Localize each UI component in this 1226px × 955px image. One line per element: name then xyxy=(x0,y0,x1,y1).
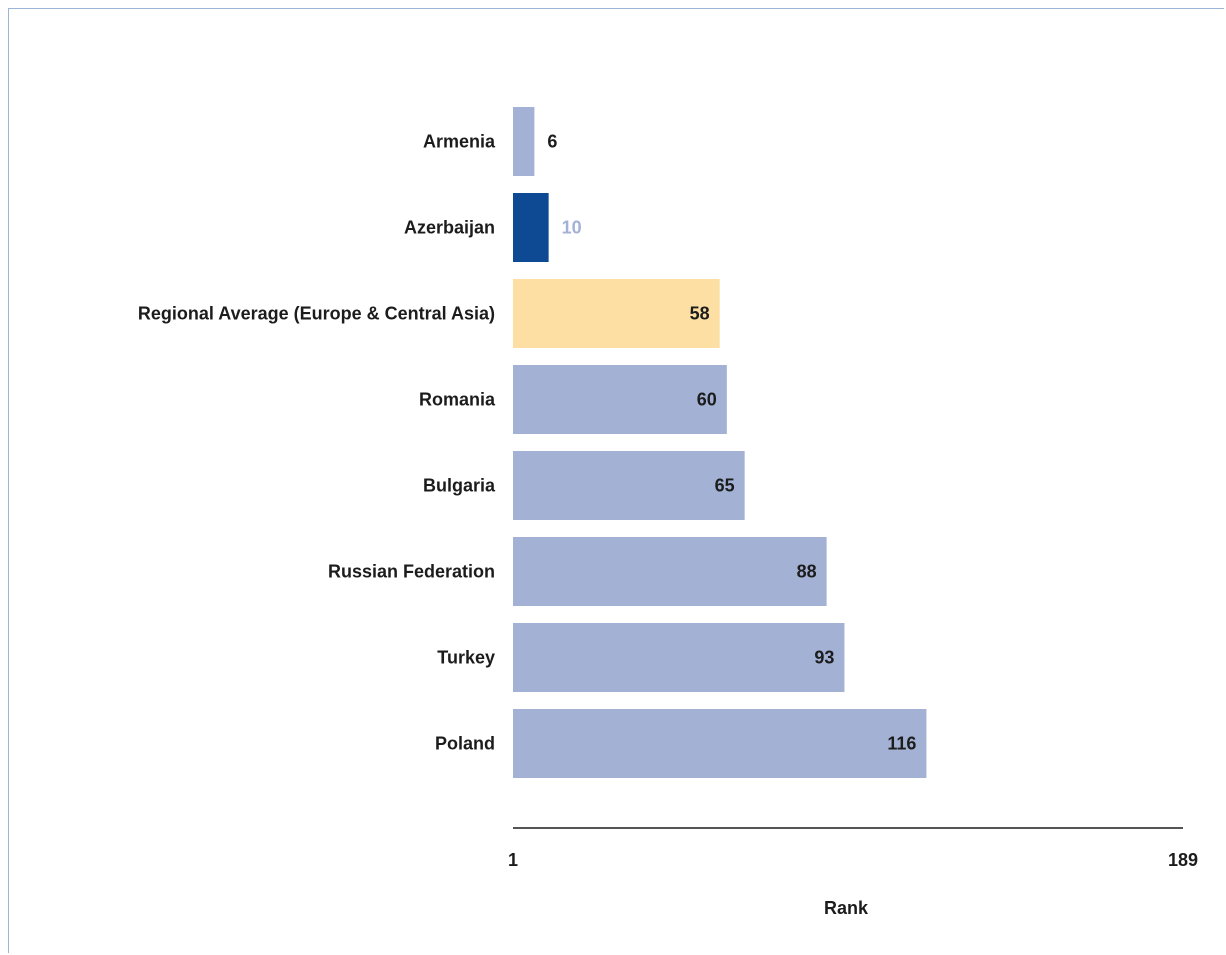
value-label-turkey: 93 xyxy=(814,648,834,668)
category-label-armenia: Armenia xyxy=(423,132,496,152)
category-label-regional-average-europe-central-asia: Regional Average (Europe & Central Asia) xyxy=(138,304,495,324)
bar-romania xyxy=(513,365,727,434)
value-label-romania: 60 xyxy=(697,390,717,410)
value-label-azerbaijan: 10 xyxy=(562,218,582,238)
bar-azerbaijan xyxy=(513,193,549,262)
category-label-bulgaria: Bulgaria xyxy=(423,476,496,496)
value-label-armenia: 6 xyxy=(547,132,557,152)
category-label-romania: Romania xyxy=(419,390,496,410)
bar-armenia xyxy=(513,107,535,176)
category-label-russian-federation: Russian Federation xyxy=(328,562,495,582)
category-label-azerbaijan: Azerbaijan xyxy=(404,218,495,238)
chart-frame xyxy=(8,8,1224,953)
bar-bulgaria xyxy=(513,451,745,520)
x-tick-label-min: 1 xyxy=(508,850,518,870)
bar-regional-average-europe-central-asia xyxy=(513,279,720,348)
x-tick-label-max: 189 xyxy=(1168,850,1198,870)
value-label-regional-average-europe-central-asia: 58 xyxy=(690,304,710,324)
bars-group: Armenia 6 Azerbaijan 10 Regional Average (Eu… xyxy=(138,107,927,778)
bar-turkey xyxy=(513,623,845,692)
x-tick-labels: 1 189 xyxy=(508,850,1198,870)
value-label-poland: 116 xyxy=(887,734,916,754)
value-label-bulgaria: 65 xyxy=(715,476,735,496)
bar-poland xyxy=(513,709,927,778)
bar-russian-federation xyxy=(513,537,827,606)
category-label-turkey: Turkey xyxy=(437,648,495,668)
category-label-poland: Poland xyxy=(435,734,495,754)
x-axis-title: Rank xyxy=(824,898,869,918)
value-label-russian-federation: 88 xyxy=(797,562,817,582)
